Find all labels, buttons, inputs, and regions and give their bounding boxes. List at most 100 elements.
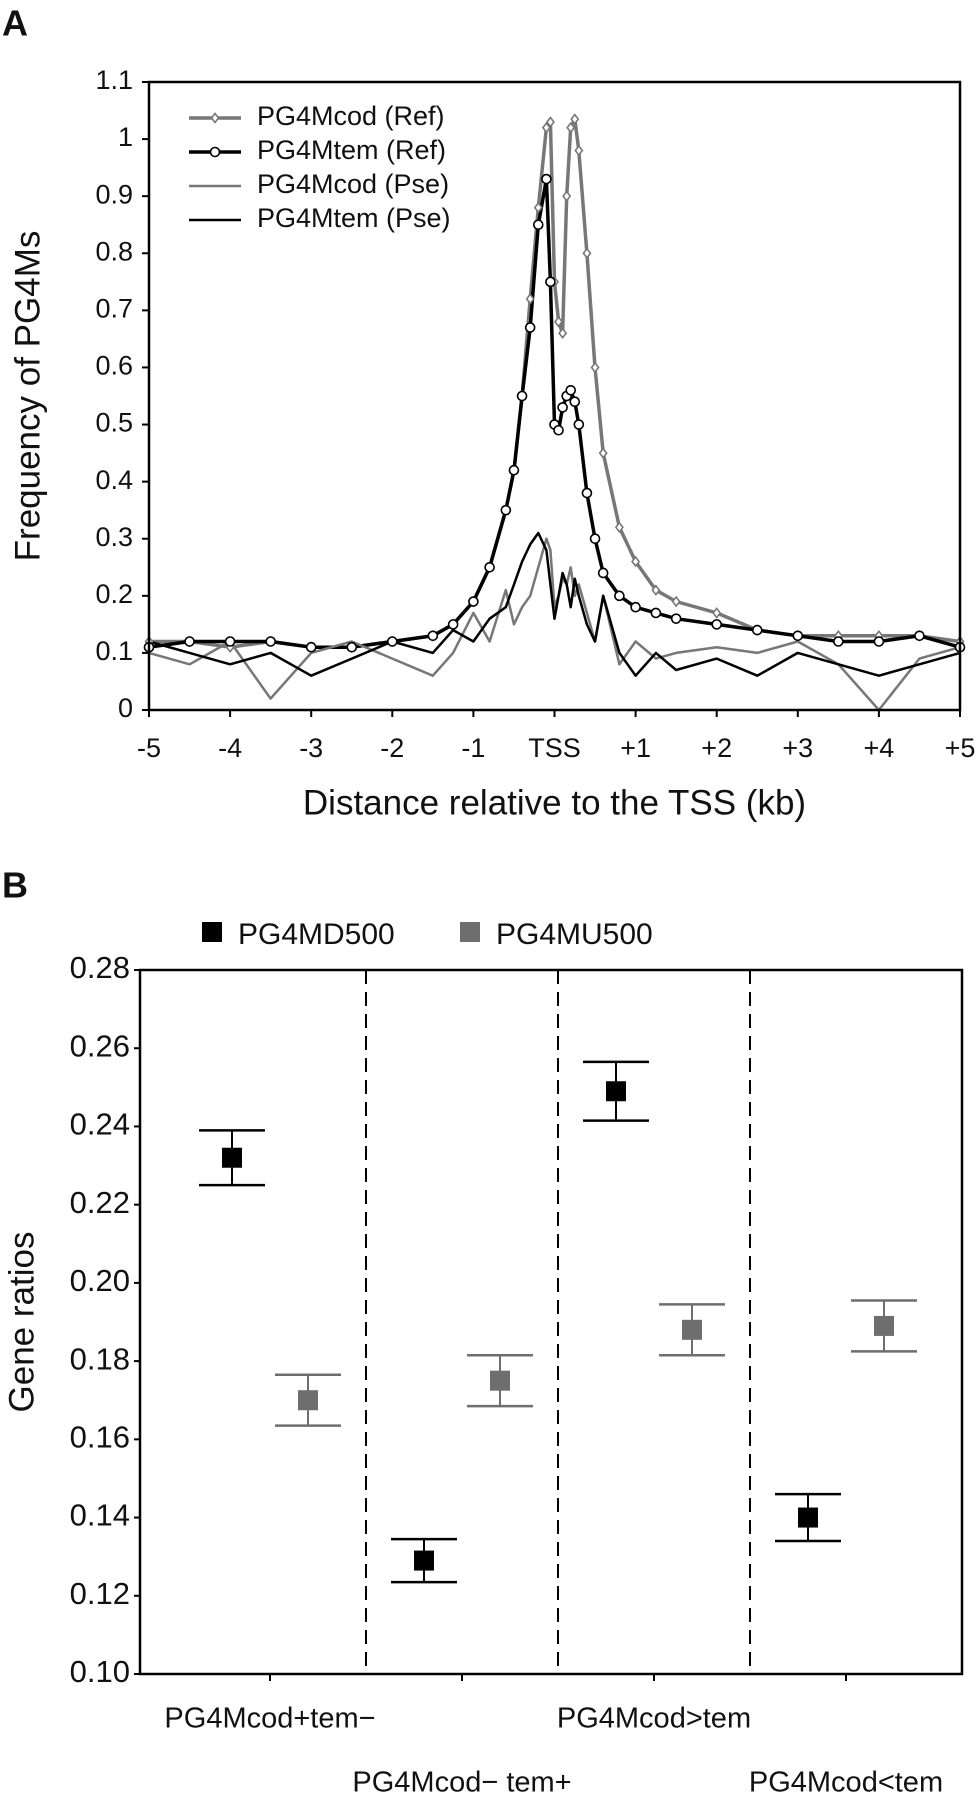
marker — [533, 201, 543, 214]
marker — [447, 619, 459, 630]
y-tick-label: 0.16 — [70, 1420, 130, 1455]
marker — [508, 464, 520, 476]
point — [874, 1315, 894, 1336]
legend-marker — [210, 112, 220, 124]
marker — [545, 276, 556, 288]
marker — [590, 361, 600, 374]
marker — [554, 315, 564, 328]
series-line — [148, 537, 961, 712]
marker — [468, 596, 479, 607]
marker — [545, 116, 555, 128]
marker — [712, 607, 722, 619]
marker — [558, 327, 568, 340]
y-tick-label: 0.14 — [70, 1498, 130, 1533]
x-tick-label: -1 — [461, 733, 485, 763]
y-tick-label: 0.8 — [95, 236, 133, 266]
marker — [386, 636, 398, 647]
error-point — [199, 1129, 265, 1187]
legend-label: PG4Mcod (Pse) — [257, 169, 449, 199]
marker — [516, 390, 528, 402]
x-tick-label: +4 — [864, 733, 895, 763]
y-tick-label: 1 — [118, 122, 133, 152]
legend-marker — [202, 922, 222, 942]
marker — [630, 601, 641, 613]
x-tick-label: -4 — [218, 733, 242, 763]
marker — [346, 641, 358, 653]
point — [414, 1550, 434, 1571]
y-tick-label: 0.10 — [70, 1654, 130, 1689]
y-tick-label: 0.20 — [70, 1263, 130, 1298]
y-tick-label: 0.22 — [70, 1185, 130, 1220]
legend-label: PG4Mtem (Pse) — [257, 203, 451, 233]
y-tick-label: 0.26 — [70, 1028, 130, 1063]
marker — [671, 595, 681, 608]
y-tick-label: 0.6 — [95, 351, 133, 381]
marker — [914, 630, 925, 642]
marker — [614, 590, 625, 602]
marker — [650, 607, 662, 619]
marker — [484, 561, 495, 573]
x-tick-label: -2 — [380, 733, 404, 763]
y-tick-label: 0.28 — [70, 950, 130, 985]
y-tick-label: 1.1 — [95, 65, 133, 95]
point — [682, 1319, 702, 1340]
legend-label: PG4Mcod (Ref) — [257, 101, 445, 131]
marker — [565, 384, 577, 396]
y-tick-label: 0.1 — [95, 636, 133, 666]
plot-frame — [147, 80, 962, 712]
legend-marker — [460, 922, 480, 942]
x-tick-label: PG4Mcod>tem — [557, 1703, 751, 1735]
y-axis-title: Frequency of PG4Ms — [8, 231, 47, 562]
marker — [574, 144, 584, 157]
marker — [553, 424, 564, 436]
panel-label: B — [2, 865, 28, 906]
error-point — [275, 1373, 341, 1427]
x-tick-label: PG4Mcod<tem — [749, 1767, 943, 1799]
error-point — [391, 1537, 457, 1584]
x-tick-label: PG4Mcod− tem+ — [352, 1767, 571, 1799]
error-point — [659, 1303, 725, 1357]
error-point — [583, 1060, 649, 1122]
marker — [581, 487, 593, 499]
marker — [566, 121, 576, 134]
marker — [427, 630, 439, 642]
x-tick-label: +2 — [701, 733, 732, 763]
y-tick-label: 0.7 — [95, 293, 133, 323]
legend-label: PG4MU500 — [496, 918, 653, 951]
series-line — [148, 531, 961, 677]
marker — [570, 113, 580, 125]
y-tick-label: 0.12 — [70, 1576, 130, 1611]
y-tick-label: 0.5 — [95, 408, 133, 438]
point — [606, 1081, 626, 1102]
x-tick-label: +1 — [620, 733, 651, 763]
x-tick-label: +3 — [782, 733, 813, 763]
error-point — [467, 1353, 533, 1408]
y-tick-label: 0 — [118, 693, 133, 723]
marker — [224, 636, 236, 647]
marker — [265, 636, 276, 647]
y-tick-label: 0.3 — [95, 522, 133, 552]
legend-label: PG4Mtem (Ref) — [257, 135, 446, 165]
marker — [597, 567, 609, 579]
panel-label: A — [2, 3, 28, 44]
marker — [184, 636, 195, 647]
y-tick-label: 0.4 — [95, 465, 133, 495]
x-tick-label: +5 — [945, 733, 976, 763]
marker — [651, 584, 661, 596]
y-tick-label: 0.24 — [70, 1107, 130, 1142]
marker — [541, 121, 551, 134]
y-tick-label: 0.9 — [95, 179, 133, 209]
legend-label: PG4MD500 — [238, 918, 395, 951]
x-tick-label: TSS — [528, 733, 581, 763]
marker — [589, 533, 601, 545]
marker — [573, 419, 585, 430]
plot-frame — [138, 968, 964, 1676]
marker — [524, 322, 536, 333]
marker — [525, 293, 535, 305]
marker — [500, 504, 512, 516]
y-tick-label: 0.2 — [95, 579, 133, 609]
legend-marker — [209, 146, 221, 158]
marker — [562, 190, 572, 202]
